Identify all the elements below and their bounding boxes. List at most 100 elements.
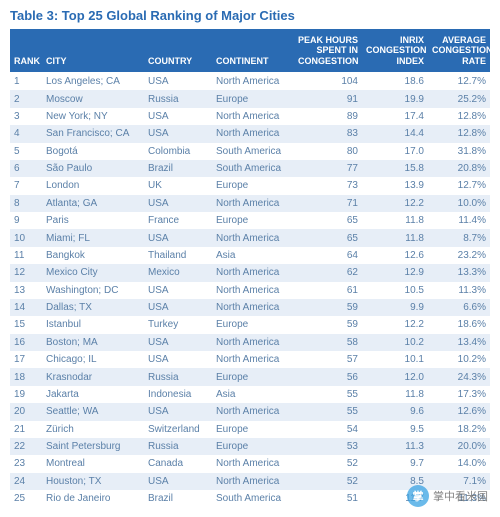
cell-country: USA <box>144 403 212 420</box>
cell-peak: 104 <box>294 73 362 91</box>
cell-peak: 91 <box>294 90 362 107</box>
cell-rate: 12.8% <box>428 125 490 142</box>
table-row: 12Mexico CityMexicoNorth America6212.913… <box>10 264 490 281</box>
cell-continent: South America <box>212 160 294 177</box>
cell-city: Bogotá <box>42 143 144 160</box>
cell-rate: 10.0% <box>428 195 490 212</box>
table-row: 23MontrealCanadaNorth America529.714.0% <box>10 455 490 472</box>
cell-rank: 13 <box>10 282 42 299</box>
table-row: 13Washington; DCUSANorth America6110.511… <box>10 282 490 299</box>
cell-rank: 11 <box>10 247 42 264</box>
cell-peak: 65 <box>294 229 362 246</box>
table-row: 9ParisFranceEurope6511.811.4% <box>10 212 490 229</box>
col-header-index: INRIXCONGESTIONINDEX <box>362 29 428 73</box>
cell-peak: 61 <box>294 282 362 299</box>
cell-index: 9.9 <box>362 299 428 316</box>
cell-rank: 25 <box>10 490 42 507</box>
cell-rate: 24.3% <box>428 368 490 385</box>
cell-country: Canada <box>144 455 212 472</box>
table-row: 16Boston; MAUSANorth America5810.213.4% <box>10 334 490 351</box>
cell-city: Rio de Janeiro <box>42 490 144 507</box>
cell-country: USA <box>144 229 212 246</box>
cell-country: Mexico <box>144 264 212 281</box>
cell-rate: 25.2% <box>428 90 490 107</box>
cell-country: Turkey <box>144 316 212 333</box>
cell-rate: 31.8% <box>428 143 490 160</box>
cell-rate: 23.2% <box>428 247 490 264</box>
cell-peak: 80 <box>294 143 362 160</box>
cell-index: 11.8 <box>362 386 428 403</box>
cell-index: 8.5 <box>362 473 428 490</box>
cell-rank: 22 <box>10 438 42 455</box>
cell-continent: North America <box>212 282 294 299</box>
table-row: 3New York; NYUSANorth America8917.412.8% <box>10 108 490 125</box>
cell-rate: 11.3% <box>428 282 490 299</box>
cell-rate: 6.6% <box>428 299 490 316</box>
cell-peak: 59 <box>294 316 362 333</box>
table-row: 25Rio de JaneiroBrazilSouth America5111.… <box>10 490 490 507</box>
table-row: 17Chicago; ILUSANorth America5710.110.2% <box>10 351 490 368</box>
cell-rate: 8.7% <box>428 229 490 246</box>
col-header-rank: RANK <box>10 29 42 73</box>
cell-peak: 51 <box>294 490 362 507</box>
cell-continent: Europe <box>212 368 294 385</box>
table-title: Table 3: Top 25 Global Ranking of Major … <box>10 8 490 23</box>
cell-continent: North America <box>212 334 294 351</box>
cell-rank: 8 <box>10 195 42 212</box>
table-row: 4San Francisco; CAUSANorth America8314.4… <box>10 125 490 142</box>
cell-continent: North America <box>212 125 294 142</box>
cell-rank: 4 <box>10 125 42 142</box>
cell-city: Moscow <box>42 90 144 107</box>
cell-rank: 23 <box>10 455 42 472</box>
cell-index: 10.1 <box>362 351 428 368</box>
cell-city: Mexico City <box>42 264 144 281</box>
cell-rate: 18.6% <box>428 316 490 333</box>
cell-country: USA <box>144 351 212 368</box>
cell-rank: 3 <box>10 108 42 125</box>
cell-index: 11.8 <box>362 229 428 246</box>
cell-peak: 52 <box>294 455 362 472</box>
col-header-country: COUNTRY <box>144 29 212 73</box>
cell-peak: 55 <box>294 386 362 403</box>
cell-index: 10.2 <box>362 334 428 351</box>
cell-index: 12.2 <box>362 316 428 333</box>
table-body: 1Los Angeles; CAUSANorth America10418.61… <box>10 73 490 508</box>
cell-country: Switzerland <box>144 421 212 438</box>
cell-rate: 10.2% <box>428 351 490 368</box>
cell-city: Saint Petersburg <box>42 438 144 455</box>
cell-peak: 71 <box>294 195 362 212</box>
cell-rank: 1 <box>10 73 42 91</box>
cell-index: 17.4 <box>362 108 428 125</box>
cell-country: USA <box>144 334 212 351</box>
cell-country: USA <box>144 299 212 316</box>
cell-rate: 20.8% <box>428 160 490 177</box>
cell-continent: North America <box>212 264 294 281</box>
cell-rank: 17 <box>10 351 42 368</box>
cell-country: USA <box>144 195 212 212</box>
cell-country: Indonesia <box>144 386 212 403</box>
cell-continent: Asia <box>212 386 294 403</box>
cell-index: 10.5 <box>362 282 428 299</box>
cell-country: Thailand <box>144 247 212 264</box>
table-row: 1Los Angeles; CAUSANorth America10418.61… <box>10 73 490 91</box>
cell-rank: 14 <box>10 299 42 316</box>
cell-rate: 13.4% <box>428 334 490 351</box>
cell-rate: 20.0% <box>428 438 490 455</box>
cell-city: Krasnodar <box>42 368 144 385</box>
cell-country: Brazil <box>144 490 212 507</box>
cell-index: 18.6 <box>362 73 428 91</box>
cell-peak: 59 <box>294 299 362 316</box>
table-row: 15IstanbulTurkeyEurope5912.218.6% <box>10 316 490 333</box>
cell-rate: 18.2% <box>428 421 490 438</box>
cell-index: 12.0 <box>362 368 428 385</box>
cell-rank: 5 <box>10 143 42 160</box>
cell-rate: 12.8% <box>428 108 490 125</box>
cell-rate: 12.7% <box>428 73 490 91</box>
cell-country: UK <box>144 177 212 194</box>
cell-peak: 73 <box>294 177 362 194</box>
cell-continent: North America <box>212 351 294 368</box>
table-row: 2MoscowRussiaEurope9119.925.2% <box>10 90 490 107</box>
ranking-table: RANKCITYCOUNTRYCONTINENTPEAK HOURSSPENT … <box>10 29 490 507</box>
cell-continent: North America <box>212 299 294 316</box>
cell-peak: 62 <box>294 264 362 281</box>
